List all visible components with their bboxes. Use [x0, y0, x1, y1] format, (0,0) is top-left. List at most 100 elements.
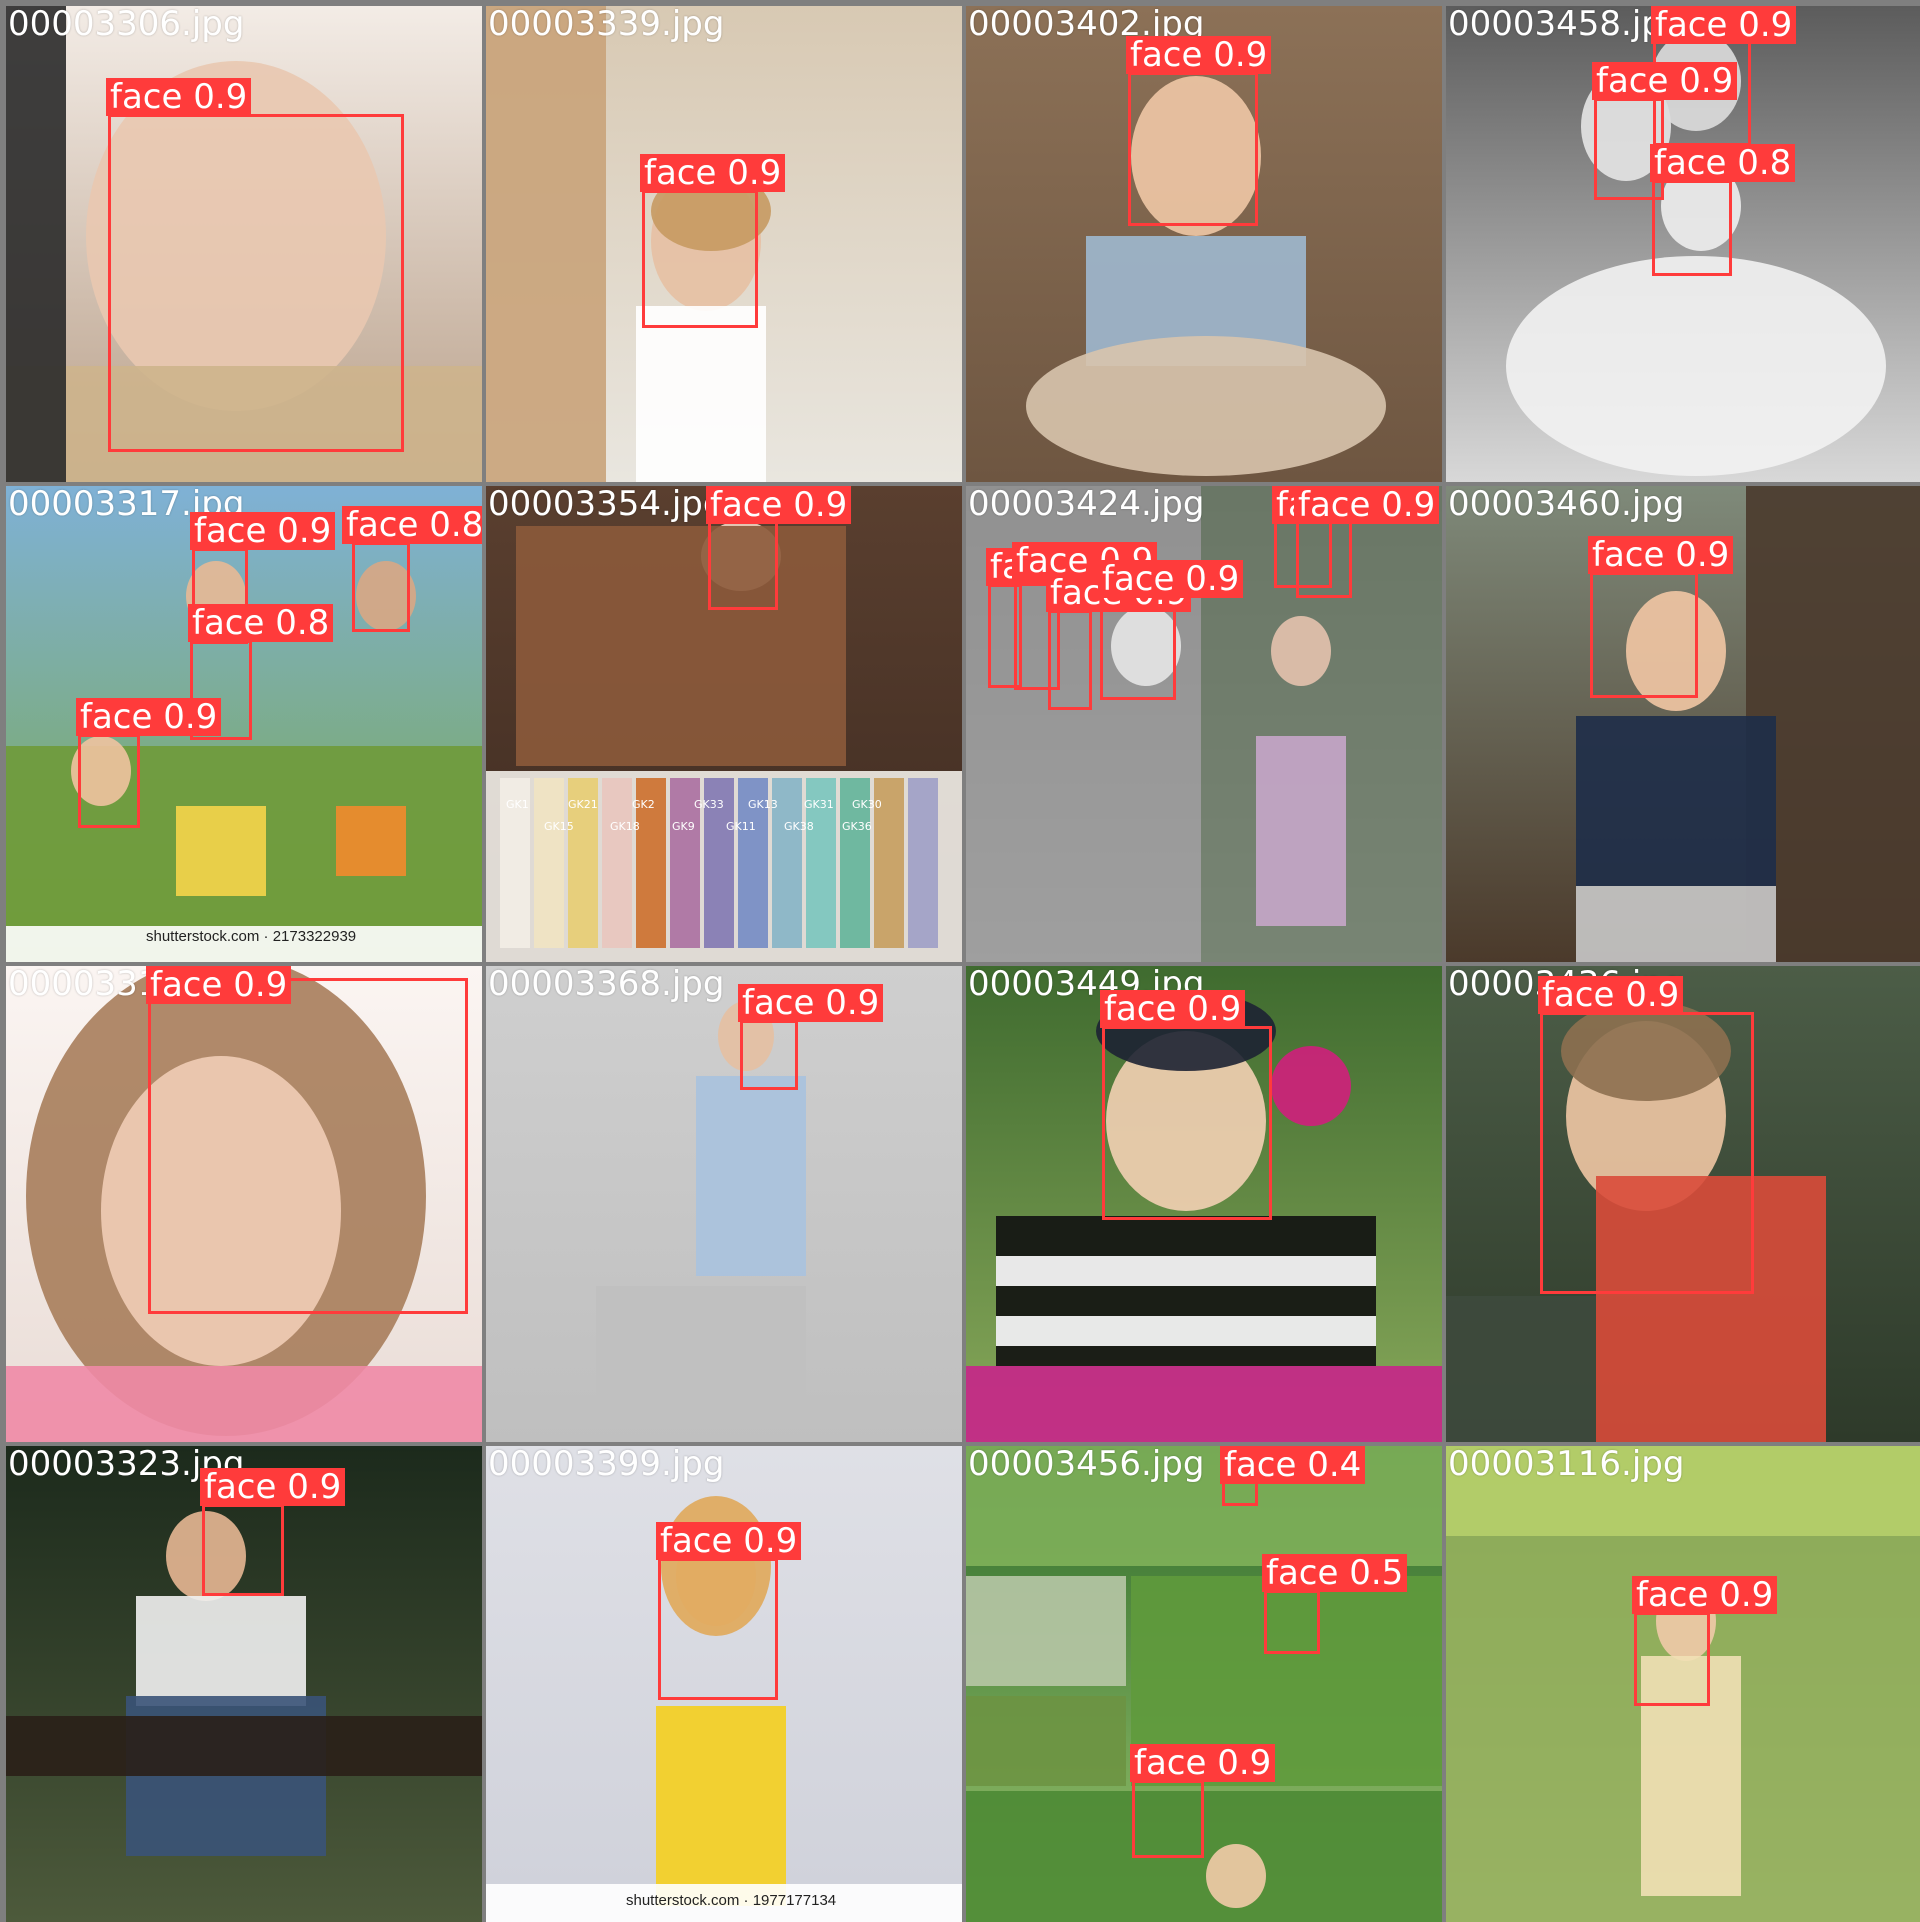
- image-tile: 00003323.jpg face 0.9: [6, 1446, 482, 1922]
- detection-label: face 0.9: [738, 984, 884, 1022]
- detection-label: face 0.9: [1651, 6, 1797, 44]
- face-bounding-box: [1296, 518, 1352, 598]
- fabric-swatch: [670, 778, 700, 948]
- photo: [486, 966, 962, 1442]
- filename-label: 00003368.jpg: [488, 966, 725, 1004]
- face-bounding-box: [1590, 572, 1698, 698]
- image-tile: 00003316.jpg face 0.9: [6, 966, 482, 1442]
- filename-label: 00003458.jpg: [1448, 6, 1685, 44]
- stock-caption: shutterstock.com · 1977177134: [626, 1892, 837, 1909]
- swatch-label: GK18: [610, 820, 640, 833]
- photo: [486, 6, 962, 482]
- filename-label: 00003399.jpg: [488, 1446, 725, 1484]
- detection-label: face 0.9: [106, 78, 252, 116]
- fabric-swatch: [772, 778, 802, 948]
- face-bounding-box: [148, 978, 468, 1314]
- swatch-label: GK21: [568, 798, 598, 811]
- image-tile: 00003456.jpg face 0.4 face 0.5 face 0.9: [966, 1446, 1442, 1922]
- swatch-label: GK38: [784, 820, 814, 833]
- image-tile: 00003368.jpg face 0.9: [486, 966, 962, 1442]
- image-tile: 00003449.jpg face 0.9: [966, 966, 1442, 1442]
- detection-label: face 0.9: [706, 486, 852, 524]
- detection-label: face 0.9: [76, 698, 222, 736]
- swatch-label: GK1: [506, 798, 529, 811]
- swatch-label: GK30: [852, 798, 882, 811]
- filename-label: 00003306.jpg: [8, 6, 245, 44]
- detection-label: face 0.9: [1100, 990, 1246, 1028]
- stock-caption: shutterstock.com · 2173322939: [146, 928, 357, 945]
- detection-label: face 0.9: [640, 154, 786, 192]
- image-tile: 00003116.jpg face 0.9: [1446, 1446, 1920, 1922]
- detection-label: face 0.9: [1538, 976, 1684, 1014]
- detection-label: face 0.8: [1650, 144, 1796, 182]
- fabric-swatch: [568, 778, 598, 948]
- face-bounding-box: [78, 734, 140, 828]
- face-bounding-box: [202, 1504, 284, 1596]
- detection-label: face 0.5: [1262, 1554, 1408, 1592]
- face-bounding-box: [1102, 1026, 1272, 1220]
- swatch-label: GK2: [632, 798, 655, 811]
- image-tile: 00003339.jpg face 0.9: [486, 6, 962, 482]
- photo: [966, 1446, 1442, 1922]
- detection-label: face 0.9: [1592, 62, 1738, 100]
- image-tile: 00003460.jpg face 0.9: [1446, 486, 1920, 962]
- image-tile: 00003317.jpg shutterstock.com · 217332293…: [6, 486, 482, 962]
- filename-label: 00003460.jpg: [1448, 486, 1685, 524]
- face-bounding-box: [1132, 1780, 1204, 1858]
- face-bounding-box: [658, 1558, 778, 1700]
- face-bounding-box: [1048, 610, 1092, 710]
- face-bounding-box: [642, 190, 758, 328]
- detection-label: face 0.8: [188, 604, 334, 642]
- fabric-swatch: [738, 778, 768, 948]
- filename-label: 00003116.jpg: [1448, 1446, 1685, 1484]
- swatch-label: GK36: [842, 820, 872, 833]
- detection-label: face 0.9: [1632, 1576, 1778, 1614]
- fabric-swatch: [806, 778, 836, 948]
- detection-label: face 0.9: [1098, 560, 1244, 598]
- swatch-label: GK33: [694, 798, 724, 811]
- filename-label: 00003354.jpg: [488, 486, 725, 524]
- swatch-label: GK15: [544, 820, 574, 833]
- face-bounding-box: [708, 514, 778, 610]
- fabric-swatch: [908, 778, 938, 948]
- swatch-label: GK11: [726, 820, 756, 833]
- filename-label: 00003339.jpg: [488, 6, 725, 44]
- photo: [6, 1446, 482, 1922]
- face-bounding-box: [352, 542, 410, 632]
- image-tile: 00003402.jpg face 0.9: [966, 6, 1442, 482]
- swatch-label: GK9: [672, 820, 695, 833]
- face-bounding-box: [1128, 72, 1258, 226]
- detection-label: face 0.9: [1588, 536, 1734, 574]
- detection-label: face 0.4: [1220, 1446, 1366, 1484]
- photo: [1446, 966, 1920, 1442]
- fabric-swatch: [704, 778, 734, 948]
- photo: [6, 966, 482, 1442]
- detection-label: face 0.9: [656, 1522, 802, 1560]
- swatch-label: GK31: [804, 798, 834, 811]
- detection-label: face 0.8: [342, 506, 482, 544]
- fabric-swatch: [500, 778, 530, 948]
- face-bounding-box: [108, 114, 404, 452]
- fabric-swatch: [840, 778, 870, 948]
- detection-label: face 0.9: [1126, 36, 1272, 74]
- image-tile: 00003458.jpg face 0.9 face 0.9 face 0.8: [1446, 6, 1920, 482]
- photo: [1446, 1446, 1920, 1922]
- face-bounding-box: [1652, 180, 1732, 276]
- face-bounding-box: [1540, 1012, 1754, 1294]
- detection-label: face 0.9: [190, 512, 336, 550]
- image-tile: 00003354.jpg GK1 GK21 GK2 GK33 GK13 GK31 GK30 GK…: [486, 486, 962, 962]
- fabric-swatch: [534, 778, 564, 948]
- image-tile: 00003399.jpg shutterstock.com · 197717713…: [486, 1446, 962, 1922]
- face-bounding-box: [1634, 1612, 1710, 1706]
- filename-label: 00003456.jpg: [968, 1446, 1205, 1484]
- photo: [966, 6, 1442, 482]
- face-bounding-box: [1264, 1590, 1320, 1654]
- filename-label: 00003424.jpg: [968, 486, 1205, 524]
- photo: [966, 966, 1442, 1442]
- image-tile: 00003306.jpg face 0.9: [6, 6, 482, 482]
- detection-label: face 0.9: [146, 966, 292, 1004]
- detection-label: face 0.9: [200, 1468, 346, 1506]
